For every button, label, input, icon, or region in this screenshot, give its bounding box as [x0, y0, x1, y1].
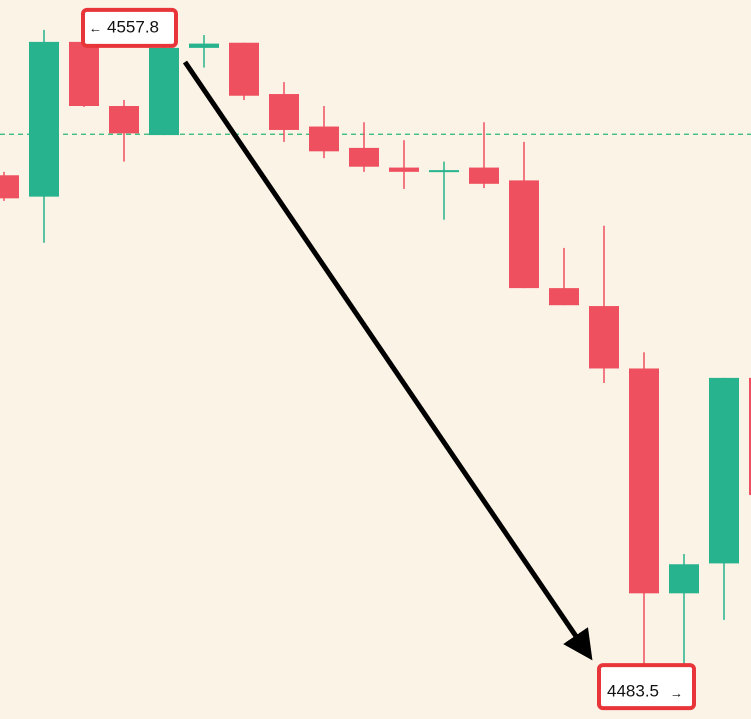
- trend-arrow: [182, 60, 593, 661]
- candle-body: [709, 377, 739, 564]
- candle-body: [429, 170, 459, 173]
- candle-body: [0, 175, 19, 199]
- candle-body: [69, 41, 99, 107]
- candle-body: [549, 288, 579, 306]
- candle-body: [109, 106, 139, 134]
- high-label: 4557.8: [107, 17, 159, 36]
- high-label-arrow: ←: [89, 20, 102, 35]
- candle-body: [389, 167, 419, 172]
- high-label-box: [81, 7, 178, 48]
- candle-body: [629, 368, 659, 594]
- candle-body: [349, 147, 379, 167]
- candle-body: [29, 41, 59, 197]
- candle-body: [149, 47, 179, 136]
- candle-body: [589, 306, 619, 369]
- candle-body: [309, 126, 339, 152]
- low-label-box: [597, 663, 696, 711]
- candle-body: [189, 43, 219, 48]
- candle-body: [669, 564, 699, 594]
- low-label: 4483.5: [607, 682, 659, 701]
- candle-body: [469, 167, 499, 184]
- candle-body: [229, 42, 259, 96]
- candle-body: [509, 180, 539, 289]
- candle-body: [269, 94, 299, 130]
- candle-body: [749, 377, 751, 496]
- low-label-arrow: →: [670, 686, 683, 701]
